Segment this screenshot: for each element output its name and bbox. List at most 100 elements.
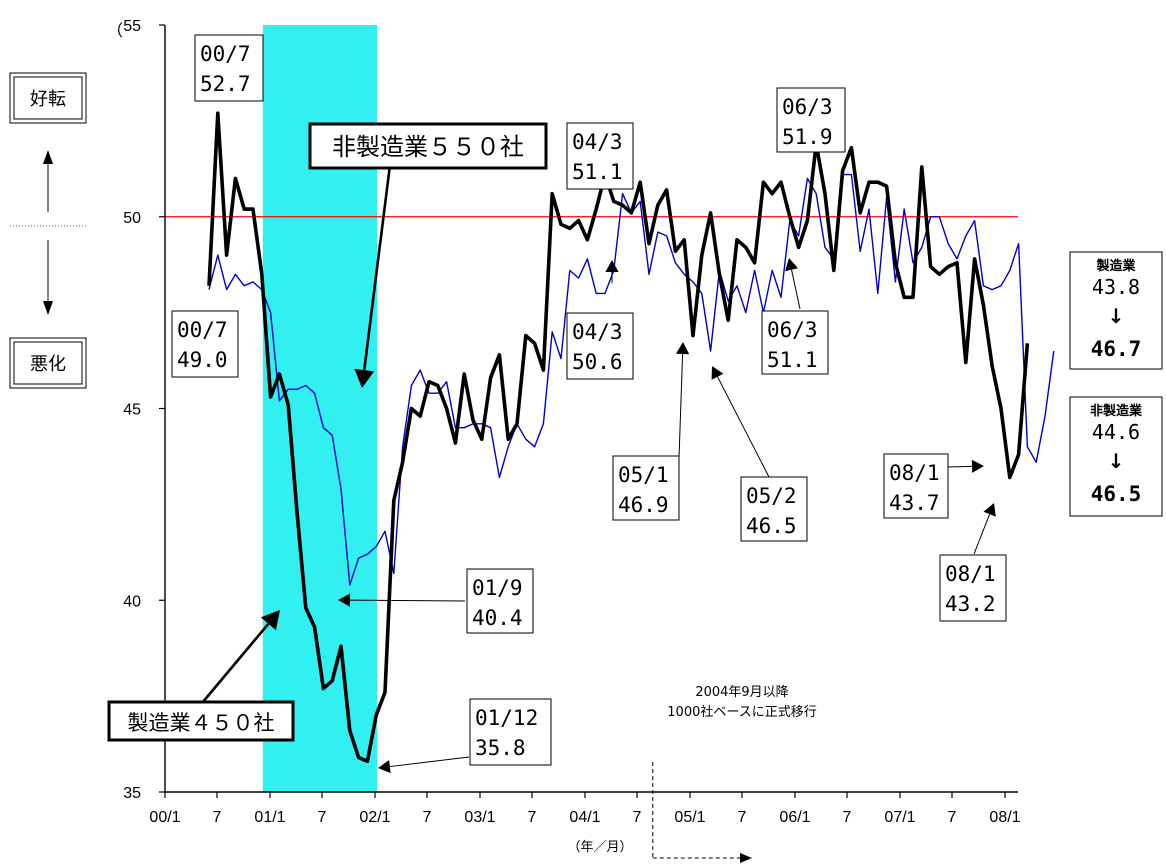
up-arrow	[43, 150, 53, 164]
svg-text:非製造業５５０社: 非製造業５５０社	[332, 133, 524, 161]
dashed-marker: 2004年9月以降 1000社ベースに正式移行	[652, 685, 817, 863]
callout-text: 35.8	[475, 736, 526, 760]
callout-box: 04/3 51.1	[566, 122, 634, 190]
label-manufacturing: 製造業４５０社	[107, 700, 295, 742]
svg-text:↓: ↓	[1108, 449, 1125, 473]
callout-arrow	[711, 366, 770, 478]
x-tick-label: 7	[633, 809, 642, 826]
callout-text: 05/2	[746, 484, 797, 508]
callout-box: 06/3 51.9	[776, 87, 846, 153]
x-tick-label: 7	[948, 809, 957, 826]
callout-text: 46.5	[746, 514, 797, 538]
x-tick-label: 06/1	[779, 809, 810, 826]
svg-text:悪化: 悪化	[30, 354, 66, 375]
x-tick-label: 04/1	[569, 809, 600, 826]
svg-text:↓: ↓	[1108, 304, 1125, 328]
x-tick-label: 05/1	[674, 809, 705, 826]
callout-text: 43.7	[889, 491, 940, 515]
callout-text: 50.6	[572, 350, 623, 374]
callout-text: 04/3	[572, 130, 623, 154]
y-tick-label: 40	[123, 593, 141, 610]
svg-text:43.8: 43.8	[1092, 275, 1140, 299]
callout-arrow	[973, 503, 996, 555]
series-lines	[207, 111, 1055, 764]
x-tick-label: 7	[528, 809, 537, 826]
callout-text: 00/7	[200, 42, 251, 66]
callout-arrow	[605, 260, 619, 283]
y-axis-paren: （	[107, 22, 123, 40]
down-arrow	[43, 301, 53, 315]
callout-text: 01/9	[472, 576, 523, 600]
series-line-manufacturing	[207, 111, 1030, 764]
x-tick-labels: 00/1 7 01/1 7 02/1 7 03/1 7 04/1 7 05/1 7 06/1 7 07/1 7…	[149, 809, 1020, 855]
svg-text:好転: 好転	[30, 89, 66, 110]
callout-box: 08/1 43.7	[883, 453, 949, 519]
x-tick-label: 08/1	[989, 809, 1020, 826]
y-tick-label: 35	[123, 785, 141, 802]
y-tick-labels: 35 40 45 50 55（	[107, 18, 141, 802]
callout-arrow	[354, 164, 392, 388]
callout-arrow	[785, 258, 801, 310]
svg-text:46.7: 46.7	[1091, 337, 1142, 361]
callout-text: 51.9	[782, 125, 833, 149]
side-label-improve: 好転	[9, 72, 87, 124]
callout-text: 06/3	[767, 318, 818, 342]
callout-box: 06/3 51.1	[761, 310, 829, 375]
callout-text: 01/12	[475, 706, 538, 730]
label-non-manufacturing: 非製造業５５０社	[308, 122, 548, 170]
svg-text:非製造業: 非製造業	[1090, 403, 1143, 419]
y-tick-label: 45	[123, 402, 141, 419]
dashed-marker-label: 2004年9月以降	[695, 685, 788, 700]
callout-arrow	[378, 756, 470, 774]
x-tick-label: 02/1	[359, 809, 390, 826]
callout-text: 43.2	[945, 592, 996, 616]
callout-box: 00/7 49.0	[171, 310, 239, 378]
callout-box: 08/1 43.2	[939, 554, 1007, 622]
callout-text: 46.9	[618, 493, 669, 517]
callout-arrow	[676, 342, 690, 459]
callout-text: 08/1	[945, 562, 996, 586]
callout-arrow	[946, 459, 984, 473]
side-label-worsen: 悪化	[9, 337, 87, 389]
svg-text:製造業４５０社: 製造業４５０社	[128, 711, 275, 735]
callout-text: 51.1	[767, 348, 818, 372]
callout-box: 05/2 46.5	[740, 476, 808, 542]
callout-box: 01/9 40.4	[466, 568, 534, 634]
callout-text: 05/1	[618, 463, 669, 487]
callout-text: 49.0	[177, 348, 228, 372]
dashed-arrowhead	[740, 853, 752, 863]
x-tick-label: 7	[213, 809, 222, 826]
callout-text: 40.4	[472, 606, 523, 630]
svg-text:44.6: 44.6	[1092, 420, 1140, 444]
callout-text: 04/3	[572, 320, 623, 344]
x-tick-label: 00/1	[149, 809, 180, 826]
x-tick-label: 03/1	[464, 809, 495, 826]
callout-arrows	[196, 164, 996, 774]
x-tick-label: 7	[318, 809, 327, 826]
callout-text: 00/7	[177, 318, 228, 342]
callout-box: 00/7 52.7	[194, 34, 264, 102]
callout-text: 08/1	[889, 461, 940, 485]
callout-box: 01/12 35.8	[469, 698, 552, 766]
callout-boxes: 00/7 52.7 00/7 49.0 01/9 40.4 01/12 35.8 04/3 51.…	[171, 34, 1007, 766]
callout-box: 04/3 50.6	[566, 312, 634, 380]
y-tick-label: 50	[123, 210, 141, 227]
y-tick-label: 55	[123, 18, 141, 35]
callout-text: 06/3	[782, 95, 833, 119]
callout-text: 51.1	[572, 160, 623, 184]
callout-arrow	[338, 593, 466, 607]
svg-text:46.5: 46.5	[1091, 482, 1142, 506]
x-tick-label: 7	[738, 809, 747, 826]
callout-arrow	[196, 610, 280, 710]
x-tick-label: 7	[843, 809, 852, 826]
x-axis-label: （年／月）	[567, 840, 632, 855]
x-tick-label: 7	[423, 809, 432, 826]
x-tick-label: 01/1	[254, 809, 285, 826]
dashed-marker-label: 1000社ベースに正式移行	[667, 704, 816, 720]
callout-text: 52.7	[200, 72, 251, 96]
svg-text:製造業: 製造業	[1095, 258, 1136, 274]
axes	[159, 24, 1018, 798]
